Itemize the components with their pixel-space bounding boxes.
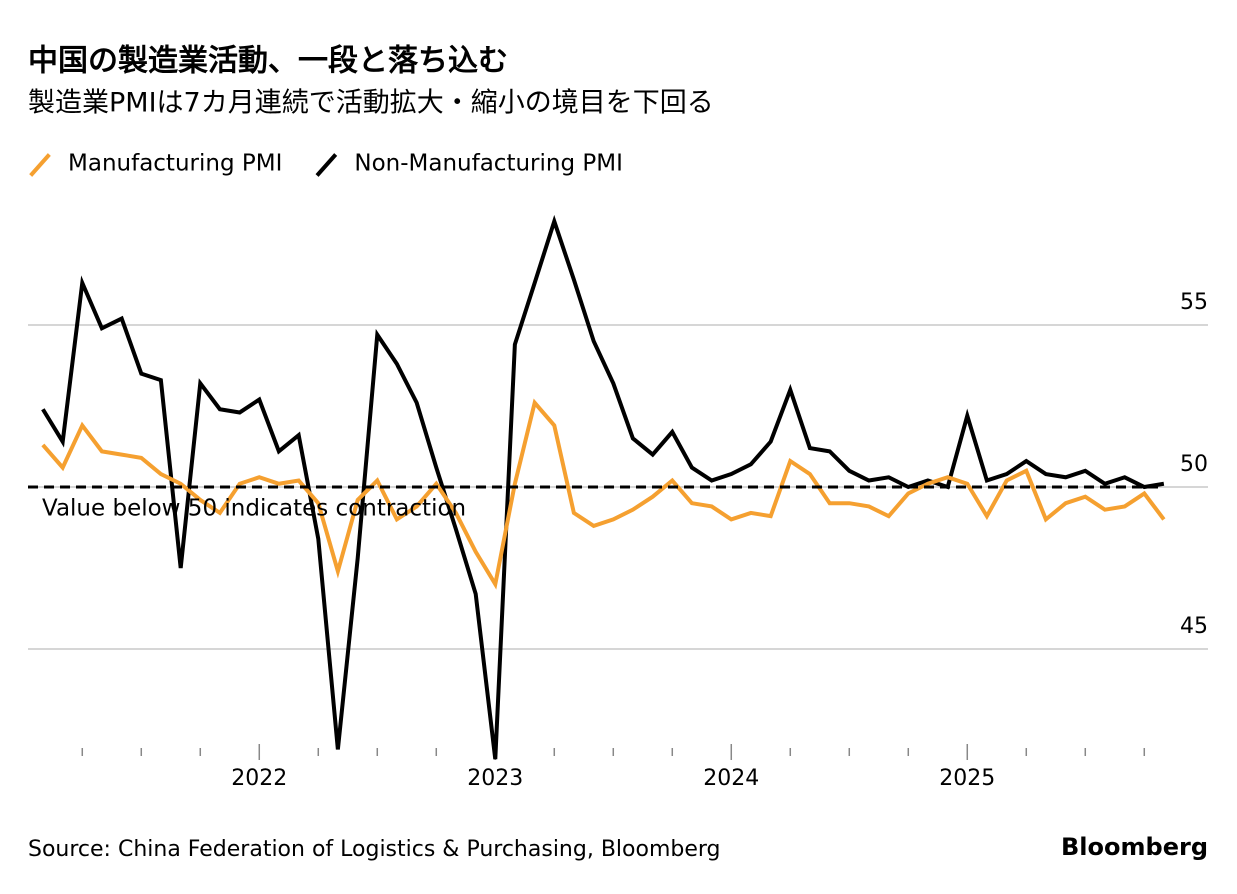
chart-title: 中国の製造業活動、一段と落ち込む	[28, 44, 508, 79]
legend-label: Non-Manufacturing PMI	[354, 151, 623, 177]
source: Source: China Federation of Logistics & …	[28, 837, 721, 862]
x-tick-label: 2024	[703, 766, 759, 791]
chart-subtitle: 製造業PMIは7カ月連続で活動拡大・縮小の境目を下回る	[28, 88, 714, 119]
y-tick-label: 45	[1180, 614, 1208, 639]
x-tick-label: 2022	[231, 766, 287, 791]
series-line	[41, 398, 1166, 590]
x-tick-label: 2025	[939, 766, 995, 791]
x-tick-label: 2023	[467, 766, 523, 791]
legend-icon	[315, 153, 338, 177]
brand: Bloomberg	[1061, 833, 1208, 861]
legend-icon	[29, 153, 51, 177]
annotation: Value below 50 indicates contraction	[42, 496, 466, 522]
legend-label: Manufacturing PMI	[68, 151, 282, 177]
series-line	[41, 214, 1165, 760]
y-tick-label: 50	[1180, 452, 1208, 477]
y-tick-label: 55	[1180, 290, 1208, 315]
